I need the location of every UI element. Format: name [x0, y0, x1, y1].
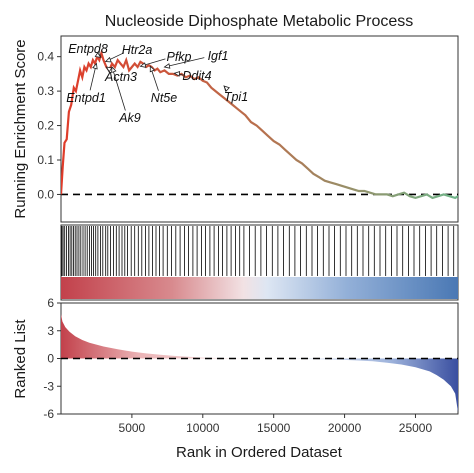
enrichment-y-tick-label: 0.2: [37, 119, 54, 133]
gene-annotation-label: Ddit4: [182, 69, 211, 83]
gene-annotation-arrowhead: [111, 66, 117, 74]
x-tick-label: 25000: [399, 421, 433, 435]
enrichment-y-ticks: 0.0 0.1 0.2 0.3 0.4: [37, 50, 61, 201]
ranked-list-y-axis-title: Ranked List: [12, 319, 29, 399]
gene-annotation-arrowhead: [104, 56, 112, 63]
ranked-metric-negative-area: [287, 358, 458, 413]
ranked-metric-positive-area: [61, 314, 260, 359]
chart-title: Nucleoside Diphosphate Metabolic Process: [105, 13, 414, 30]
ranked-list-y-tick-label: 3: [47, 324, 54, 338]
enrichment-y-tick-label: 0.0: [37, 187, 54, 201]
gene-annotation-arrowhead: [163, 63, 171, 69]
gene-annotation-label: Entpd8: [68, 42, 108, 56]
gene-annotation-connector: [164, 57, 205, 68]
enrichment-y-tick-label: 0.4: [37, 50, 54, 64]
gene-annotation-arrowhead: [149, 65, 156, 73]
x-axis-title: Rank in Ordered Dataset: [176, 444, 343, 461]
enrichment-panel: 0.0 0.1 0.2 0.3 0.4 Entpd8 Htr2a Pfkp Igf1 Actn3…: [37, 35, 459, 223]
gene-annotations: Entpd8 Htr2a Pfkp Igf1 Actn3 Ddit4 Entpd1 Nt5e T…: [66, 42, 248, 125]
gene-annotation-arrowhead: [139, 62, 147, 68]
hit-panel: [60, 224, 459, 301]
x-axis-ticks: 5000 10000 15000 20000 25000: [119, 414, 433, 435]
gene-annotation-connector: [111, 66, 126, 111]
ranked-list-y-tick-label: 6: [47, 296, 54, 310]
gene-hit-lines: [61, 226, 455, 276]
gene-annotation-label: Nt5e: [151, 91, 177, 105]
gene-annotation-arrowhead: [92, 62, 98, 70]
gene-annotation-label: Htr2a: [122, 43, 153, 57]
gene-annotation-arrowhead: [105, 66, 113, 73]
x-tick-label: 15000: [257, 421, 291, 435]
ranked-list-y-tick-label: -3: [43, 379, 54, 393]
gene-annotation-label: Actn3: [104, 70, 137, 84]
x-tick-label: 10000: [186, 421, 220, 435]
ranked-list-y-tick-label: -6: [43, 407, 54, 421]
ranked-list-panel: -6 -3 0 3 6 5000 10000 15000 20000 25000: [43, 296, 459, 435]
rank-color-band: [61, 277, 458, 299]
enrichment-curve: [61, 49, 458, 200]
gene-annotation-label: Igf1: [208, 49, 229, 63]
gene-annotation-arrowhead: [173, 71, 181, 77]
x-tick-label: 20000: [328, 421, 362, 435]
gene-annotation-label: Tpi1: [224, 90, 248, 104]
gene-annotation-arrowhead: [223, 85, 230, 92]
enrichment-y-tick-label: 0.3: [37, 84, 54, 98]
gene-annotation-label: Entpd1: [66, 91, 106, 105]
gene-annotation-arrowhead: [94, 51, 102, 58]
enrichment-y-axis-title: Running Enrichment Score: [12, 39, 29, 218]
ranked-list-y-ticks: -6 -3 0 3 6: [43, 296, 61, 421]
ranked-list-y-tick-label: 0: [47, 352, 54, 366]
x-tick-label: 5000: [119, 421, 146, 435]
gene-annotation-label: Pfkp: [166, 50, 191, 64]
gene-annotation-label: Ak9: [118, 111, 141, 125]
enrichment-y-tick-label: 0.1: [37, 153, 54, 167]
